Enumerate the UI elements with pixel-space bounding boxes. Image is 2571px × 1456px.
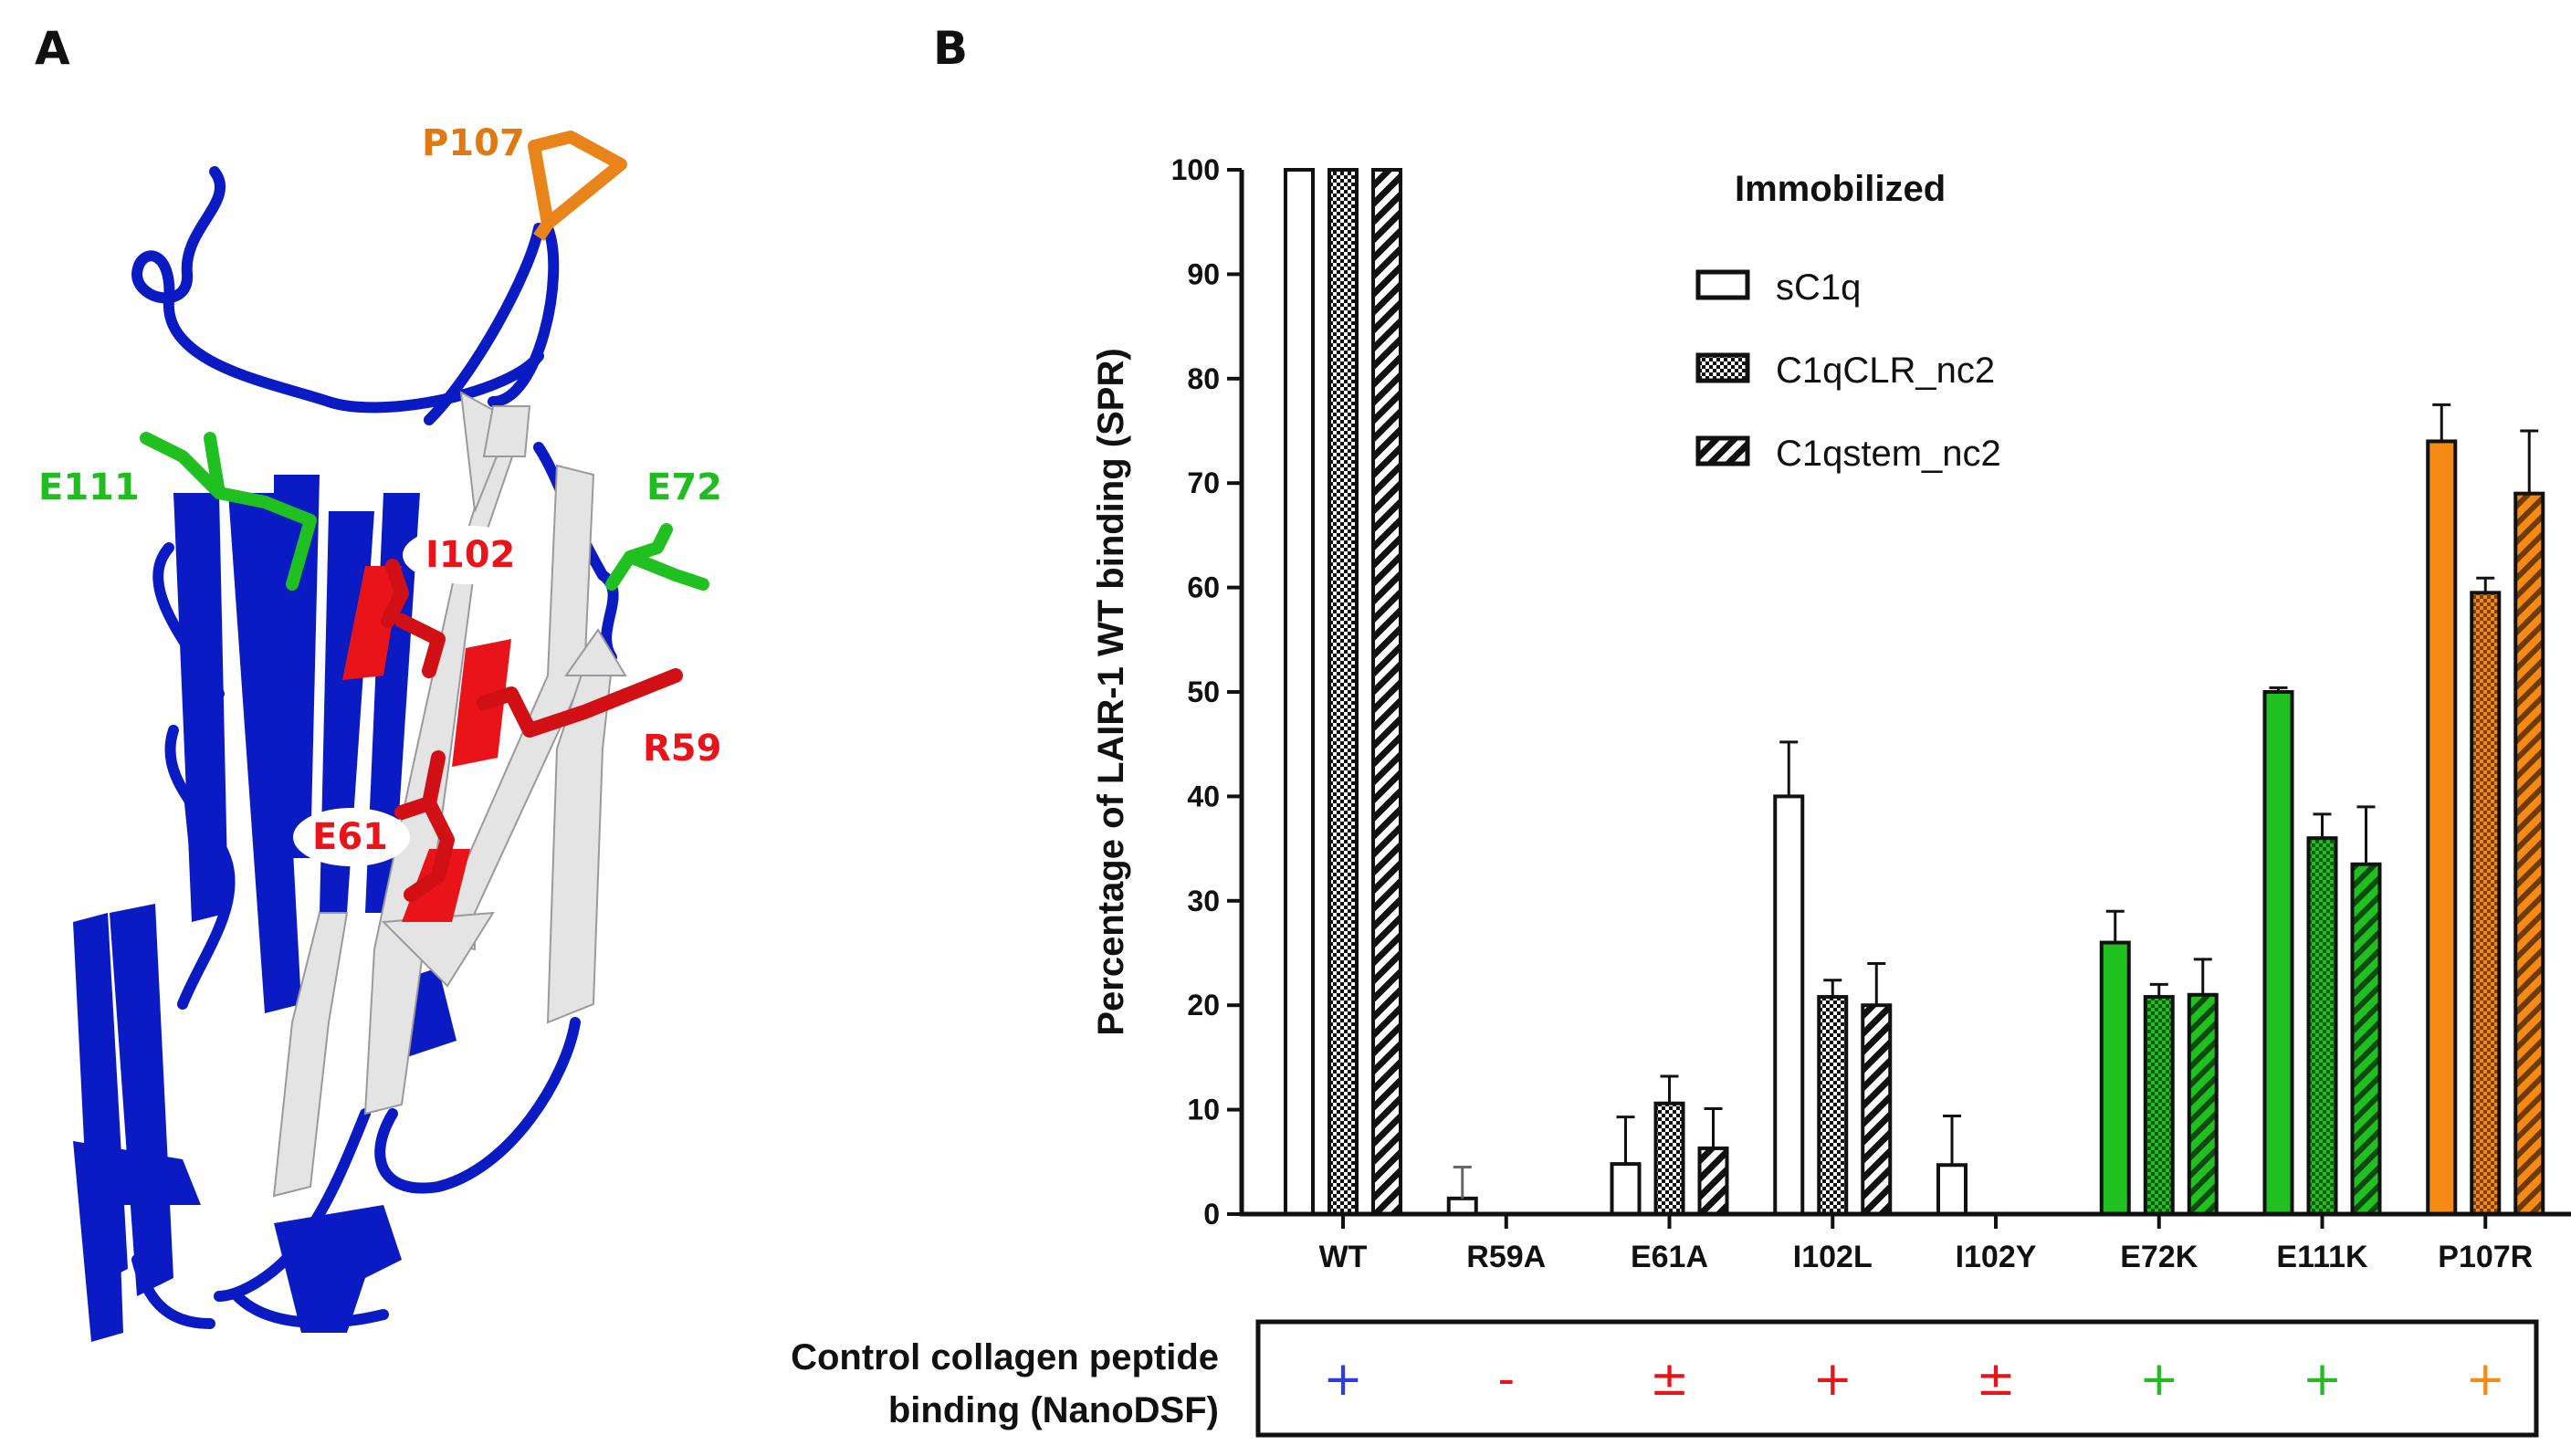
- control-label-line2: binding (NanoDSF): [888, 1390, 1219, 1430]
- bar-I102L-C1qstem_nc2: [1861, 1003, 1893, 1216]
- control-symbol-I102Y: ±: [1976, 1352, 2016, 1407]
- error-bars: [1453, 403, 2539, 1199]
- label-i102: I102: [425, 534, 515, 576]
- p107-ring: [528, 131, 627, 241]
- blue-loops: [131, 166, 619, 1329]
- control-symbols: + - ± + ± + + +: [1323, 1352, 2505, 1407]
- y-tick-label: 30: [1187, 885, 1220, 917]
- bar-E111K-C1qstem_nc2: [2350, 862, 2382, 1216]
- panel-letter-a: A: [35, 22, 70, 75]
- control-symbol-R59A: -: [1497, 1352, 1515, 1407]
- label-r59: R59: [643, 728, 721, 770]
- y-axis-ticks: 0 10 20 30 40 50 60 70 80 90 100: [1171, 153, 1242, 1231]
- y-tick-label: 10: [1187, 1094, 1220, 1126]
- y-tick-label: 20: [1187, 989, 1220, 1021]
- x-tick-label-I102Y: I102Y: [1956, 1240, 2037, 1274]
- bar-I102Y-sC1q: [1936, 1163, 1968, 1217]
- protein-structure: P107 E111 E72 I102 R59 E61: [38, 122, 722, 1342]
- y-tick-label: 40: [1187, 780, 1220, 812]
- y-tick-label: 90: [1187, 257, 1220, 290]
- legend: Immobilized sC1q C1qCLR_nc2 C1qstem_nc2: [1695, 169, 2001, 474]
- control-symbol-E111K: +: [2303, 1352, 2343, 1407]
- bar-E111K-C1qCLR_nc2: [2306, 836, 2338, 1216]
- panel-letter-b: B: [933, 22, 968, 75]
- legend-swatch-sc1q: [1695, 269, 1750, 300]
- legend-label-c1qstem: C1qstem_nc2: [1776, 434, 2001, 474]
- y-tick-label: 60: [1187, 571, 1220, 604]
- y-axis-title: Percentage of LAIR-1 WT binding (SPR): [1091, 348, 1131, 1035]
- bar-E61A-C1qstem_nc2: [1697, 1146, 1729, 1216]
- legend-swatch-c1qstem: [1695, 435, 1750, 466]
- x-tick-label-R59A: R59A: [1466, 1240, 1546, 1274]
- bar-I102L-C1qCLR_nc2: [1817, 995, 1849, 1216]
- bar-E111K-sC1q: [2262, 690, 2294, 1216]
- bar-R59A-sC1q: [1446, 1196, 1478, 1216]
- control-symbol-E72K: +: [2139, 1352, 2179, 1407]
- red-sticks: [381, 559, 683, 902]
- x-tick-label-I102L: I102L: [1793, 1240, 1873, 1274]
- blue-strands: [73, 475, 456, 1342]
- y-tick-label: 80: [1187, 362, 1220, 395]
- control-symbol-E61A: ±: [1650, 1352, 1690, 1407]
- y-tick-label: 0: [1203, 1198, 1220, 1231]
- x-tick-label-P107R: P107R: [2438, 1240, 2533, 1274]
- label-p107: P107: [422, 122, 525, 164]
- bar-E72K-sC1q: [2099, 940, 2131, 1217]
- x-tick-label-E72K: E72K: [2120, 1240, 2198, 1274]
- control-label-line1: Control collagen peptide: [791, 1337, 1219, 1377]
- bar-E72K-C1qCLR_nc2: [2143, 995, 2175, 1216]
- green-sticks: [140, 432, 709, 591]
- bar-chart: 0 10 20 30 40 50 60 70 80 90 100 WT R59A E61A I102L I1…: [1091, 153, 2571, 1274]
- bar-P107R-sC1q: [2426, 439, 2458, 1216]
- label-e61: E61: [312, 816, 388, 858]
- bar-P107R-C1qCLR_nc2: [2470, 591, 2502, 1216]
- control-box: [1255, 1319, 2539, 1438]
- bar-P107R-C1qstem_nc2: [2513, 491, 2545, 1216]
- legend-title: Immobilized: [1735, 169, 1946, 209]
- bar-WT-C1qCLR_nc2: [1327, 168, 1359, 1216]
- bar-WT-sC1q: [1284, 168, 1315, 1216]
- bar-E61A-sC1q: [1610, 1162, 1642, 1217]
- bar-I102L-sC1q: [1773, 794, 1805, 1217]
- x-axis-ticks: WT R59A E61A I102L I102Y E72K E111K P107R: [1319, 1214, 2533, 1274]
- x-tick-label-E61A: E61A: [1631, 1240, 1708, 1274]
- bars: [1284, 168, 2545, 1217]
- legend-label-c1qclr: C1qCLR_nc2: [1776, 351, 1995, 391]
- control-binding-panel: Control collagen peptide binding (NanoDS…: [791, 1319, 2539, 1438]
- control-symbol-P107R: +: [2465, 1352, 2505, 1407]
- y-tick-label: 70: [1187, 466, 1220, 499]
- white-strands: [272, 391, 627, 1198]
- label-e72: E72: [646, 466, 722, 508]
- y-tick-label: 50: [1187, 676, 1220, 708]
- legend-label-sc1q: sC1q: [1776, 267, 1861, 308]
- control-symbol-I102L: +: [1812, 1352, 1852, 1407]
- bar-WT-C1qstem_nc2: [1371, 168, 1402, 1216]
- bar-E72K-C1qstem_nc2: [2187, 992, 2219, 1217]
- label-e111: E111: [38, 466, 140, 508]
- x-tick-label-WT: WT: [1319, 1240, 1368, 1274]
- y-tick-label: 100: [1171, 153, 1220, 186]
- control-symbol-WT: +: [1323, 1352, 1363, 1407]
- i102-label-bg: [403, 526, 534, 584]
- legend-swatch-c1qclr: [1695, 352, 1750, 383]
- bar-E61A-C1qCLR_nc2: [1653, 1101, 1685, 1216]
- e61-label-bg: [293, 808, 410, 866]
- x-tick-label-E111K: E111K: [2276, 1240, 2368, 1274]
